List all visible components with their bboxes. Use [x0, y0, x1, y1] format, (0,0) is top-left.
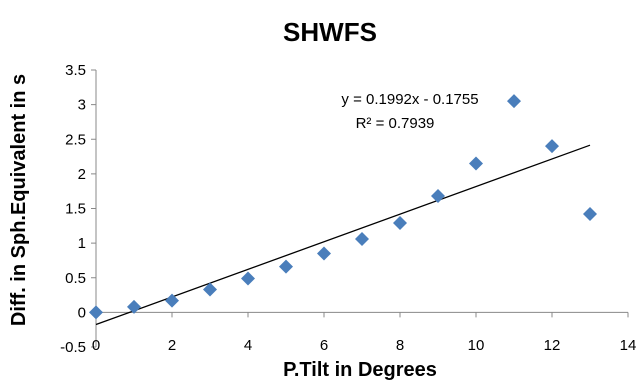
trendline-r-squared: R² = 0.7939 — [356, 115, 435, 132]
y-tick-label: 3 — [78, 97, 86, 114]
chart-title: SHWFS — [283, 17, 377, 47]
data-point — [317, 246, 331, 261]
data-point — [469, 156, 483, 171]
y-tick-label: -0.5 — [60, 339, 86, 356]
tick-labels: -0.5 0 0.5 1 1.5 2 2.5 3 3.5 0 2 4 6 8 10 12 14 — [60, 62, 636, 356]
data-point — [431, 189, 445, 204]
data-point — [127, 299, 141, 314]
trendline — [95, 144, 591, 326]
x-tick-label: 0 — [92, 337, 100, 354]
x-axis-title: P.Tilt in Degrees — [283, 359, 437, 381]
x-tick-label: 14 — [620, 337, 637, 354]
data-point — [89, 305, 103, 320]
data-points — [89, 94, 597, 320]
y-tick-label: 2 — [78, 166, 86, 183]
x-tick-label: 10 — [468, 337, 485, 354]
trendline-equation: y = 0.1992x - 0.1755 — [341, 91, 478, 108]
x-tick-label: 12 — [544, 337, 561, 354]
data-point — [393, 216, 407, 231]
data-point — [203, 282, 217, 297]
x-tick-label: 6 — [320, 337, 328, 354]
x-tick-label: 2 — [168, 337, 176, 354]
y-axis-title: Diff. in Sph.Equivalent in s — [8, 74, 30, 326]
y-tick-label: 0.5 — [65, 270, 86, 287]
data-point — [545, 139, 559, 154]
y-tick-label: 0 — [78, 304, 86, 321]
y-tick-label: 3.5 — [65, 62, 86, 79]
y-tick-label: 1 — [78, 235, 86, 252]
data-point — [583, 207, 597, 222]
x-tick-label: 8 — [396, 337, 404, 354]
y-tick-label: 2.5 — [65, 131, 86, 148]
y-tick-label: 1.5 — [65, 201, 86, 218]
trendline-group — [95, 144, 591, 326]
x-tick-label: 4 — [244, 337, 252, 354]
data-point — [279, 259, 293, 274]
data-point — [507, 94, 521, 109]
data-point — [241, 271, 255, 286]
data-point — [165, 293, 179, 308]
data-point — [355, 231, 369, 246]
